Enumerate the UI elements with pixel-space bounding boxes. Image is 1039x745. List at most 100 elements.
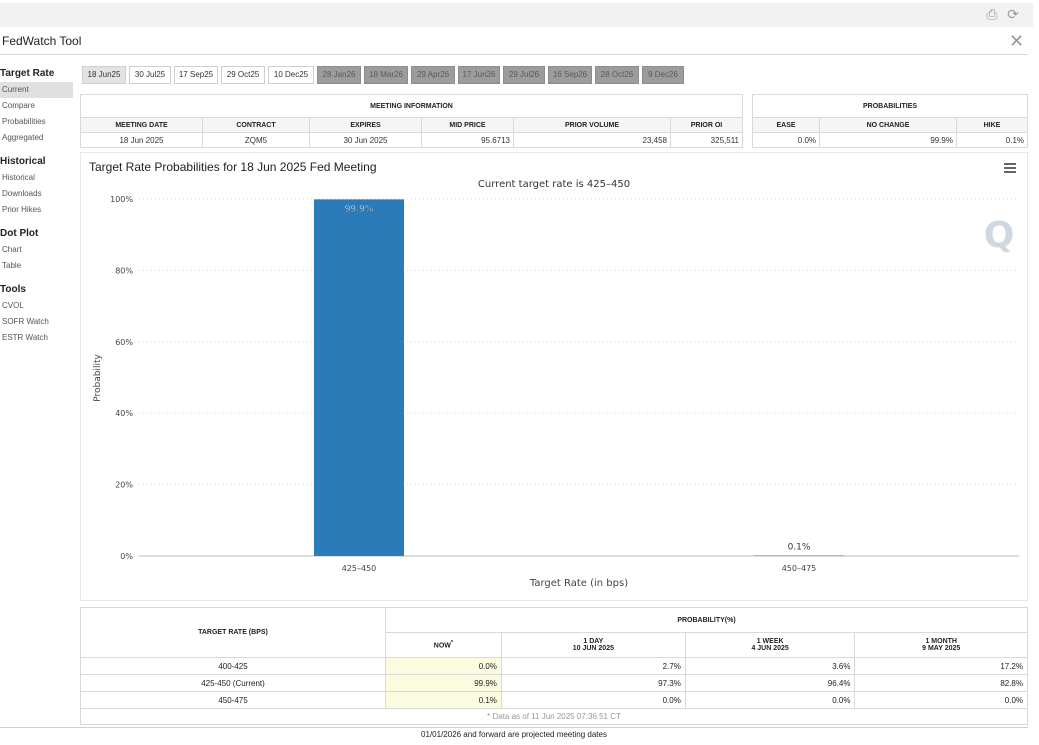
prior-volume-value: 23,458	[513, 132, 671, 148]
col-date: 10 JUN 2025	[572, 645, 614, 652]
sidebar-heading-dot-plot: Dot Plot	[0, 228, 39, 239]
sidebar-item-probabilities[interactable]: Probabilities	[2, 117, 46, 126]
bar-1[interactable]	[314, 199, 404, 556]
tab-17-sep25[interactable]: 17 Sep25	[174, 66, 218, 84]
probabilities-title: PROBABILITIES	[752, 94, 1028, 118]
col-1-month: 1 MONTH 9 MAY 2025	[854, 632, 1028, 658]
tab-30-jul25[interactable]: 30 Jul25	[129, 66, 171, 84]
rate-cell: 425-450 (Current)	[80, 674, 386, 692]
probability-history-table: TARGET RATE (BPS) PROBABILITY(%) NOW* 1 D…	[80, 607, 1028, 725]
tab-17-jun26[interactable]: 17 Jun26	[458, 66, 500, 84]
no-change-value: 99.9%	[819, 132, 957, 148]
tab-18-mar26[interactable]: 18 Mar26	[364, 66, 408, 84]
sidebar-gap	[0, 218, 76, 226]
y-tick-label: 20%	[115, 481, 133, 490]
meeting-date-value: 18 Jun 2025	[80, 132, 203, 148]
probability-cell: 96.4%	[684, 674, 856, 692]
col-meeting-date: MEETING DATE	[80, 117, 203, 133]
x-tick-label: 425–450	[342, 564, 377, 573]
table-row: 425-450 (Current) 99.9% 97.3% 96.4% 82.8%	[80, 674, 1028, 692]
y-tick-label: 0%	[120, 552, 133, 561]
table-row: 450-475 0.1% 0.0% 0.0% 0.0%	[80, 691, 1028, 709]
chart-title: Target Rate Probabilities for 18 Jun 202…	[89, 160, 377, 174]
col-label: 1 DAY	[583, 638, 604, 645]
table-row: 400-425 0.0% 2.7% 3.6% 17.2%	[80, 657, 1028, 675]
sidebar-item-sofr-watch[interactable]: SOFR Watch	[2, 317, 49, 326]
tab-10-dec25[interactable]: 10 Dec25	[268, 66, 314, 84]
sidebar-item-aggregated[interactable]: Aggregated	[2, 133, 44, 142]
col-prior-volume: PRIOR VOLUME	[513, 117, 671, 133]
probability-cell: 97.3%	[500, 674, 686, 692]
probability-cell: 82.8%	[854, 674, 1028, 692]
y-tick-label: 40%	[115, 409, 133, 418]
mid-price-value: 95.6713	[421, 132, 514, 148]
ease-value: 0.0%	[752, 132, 820, 148]
sidebar-heading-historical: Historical	[0, 156, 46, 167]
col-1-week: 1 WEEK 4 JUN 2025	[684, 632, 856, 658]
prior-oi-value: 325,511	[670, 132, 743, 148]
y-tick-label: 80%	[115, 266, 133, 275]
tab-29-oct25[interactable]: 29 Oct25	[221, 66, 265, 84]
rate-cell: 450-475	[80, 691, 386, 709]
col-date: 4 JUN 2025	[751, 645, 789, 652]
tab-28-oct26[interactable]: 28 Oct26	[595, 66, 639, 84]
col-contract: CONTRACT	[202, 117, 310, 133]
sidebar-item-current[interactable]: Current	[0, 82, 73, 98]
tab-29-jul26[interactable]: 29 Jul26	[503, 66, 545, 84]
col-1-day: 1 DAY 10 JUN 2025	[500, 632, 686, 658]
col-target-rate: TARGET RATE (BPS)	[80, 607, 386, 658]
probability-cell: 17.2%	[854, 657, 1028, 675]
probability-cell: 0.0%	[385, 657, 502, 675]
col-label: NOW	[433, 642, 451, 650]
close-icon[interactable]: ✕	[1009, 31, 1025, 52]
watermark-logo: Q	[984, 215, 1015, 256]
y-tick-label: 100%	[110, 195, 133, 204]
meeting-information-title: MEETING INFORMATION	[80, 94, 743, 118]
col-hike: HIKE	[956, 117, 1028, 133]
bar-2[interactable]	[754, 555, 844, 557]
y-tick-label: 60%	[115, 338, 133, 347]
sidebar-gap	[0, 146, 76, 154]
y-axis-title: Probability	[93, 354, 103, 402]
col-marker: *	[450, 640, 454, 647]
sidebar-item-downloads[interactable]: Downloads	[2, 189, 42, 198]
meeting-information-table: MEETING INFORMATION MEETING DATE CONTRAC…	[80, 94, 743, 148]
app-title: FedWatch Tool	[2, 34, 82, 48]
col-date: 9 MAY 2025	[922, 645, 961, 652]
sidebar-item-table[interactable]: Table	[2, 261, 22, 270]
tab-16-sep26[interactable]: 16 Sep26	[548, 66, 592, 84]
sidebar-item-historical[interactable]: Historical	[2, 173, 35, 182]
x-axis-title: Target Rate (in bps)	[529, 578, 628, 589]
tab-29-apr26[interactable]: 29 Apr26	[411, 66, 455, 84]
sidebar-heading-target-rate: Target Rate	[0, 68, 55, 79]
print-icon[interactable]: ⎙	[986, 7, 998, 23]
sidebar-item-prior-hikes[interactable]: Prior Hikes	[2, 205, 42, 214]
hamburger-menu-icon[interactable]	[1004, 163, 1016, 173]
sidebar-gap	[0, 274, 76, 282]
data-label-2: 0.1%	[788, 543, 811, 553]
sidebar-item-chart[interactable]: Chart	[2, 245, 22, 254]
col-now: NOW*	[385, 632, 502, 658]
tab-9-dec26[interactable]: 9 Dec26	[642, 66, 684, 84]
data-label-1: 99.9%	[345, 204, 374, 214]
chart-container: Target Rate Probabilities for 18 Jun 202…	[80, 152, 1028, 601]
col-ease: EASE	[752, 117, 820, 133]
sidebar-item-estr-watch[interactable]: ESTR Watch	[2, 333, 48, 342]
sidebar-item-compare[interactable]: Compare	[2, 101, 35, 110]
probability-cell: 0.0%	[684, 691, 856, 709]
col-label: 1 WEEK	[756, 638, 784, 645]
probability-cell: 0.0%	[854, 691, 1028, 709]
rate-cell: 400-425	[80, 657, 386, 675]
probability-cell: 3.6%	[684, 657, 856, 675]
probabilities-table: PROBABILITIES EASE NO CHANGE HIKE 0.0% 9…	[752, 94, 1028, 148]
tab-28-jan26[interactable]: 28 Jan26	[317, 66, 361, 84]
sidebar: Target Rate Current Compare Probabilities Ag…	[0, 66, 76, 346]
tab-18-jun25[interactable]: 18 Jun25	[82, 66, 126, 84]
probability-cell: 0.1%	[385, 691, 502, 709]
probability-chart: Target Rate Probabilities for 18 Jun 202…	[89, 160, 1019, 589]
refresh-icon[interactable]: ⟳	[1007, 7, 1019, 23]
col-prior-oi: PRIOR OI	[670, 117, 743, 133]
sidebar-item-cvol[interactable]: CVOL	[2, 301, 24, 310]
col-expires: EXPIRES	[309, 117, 422, 133]
col-label: 1 MONTH	[925, 638, 957, 645]
